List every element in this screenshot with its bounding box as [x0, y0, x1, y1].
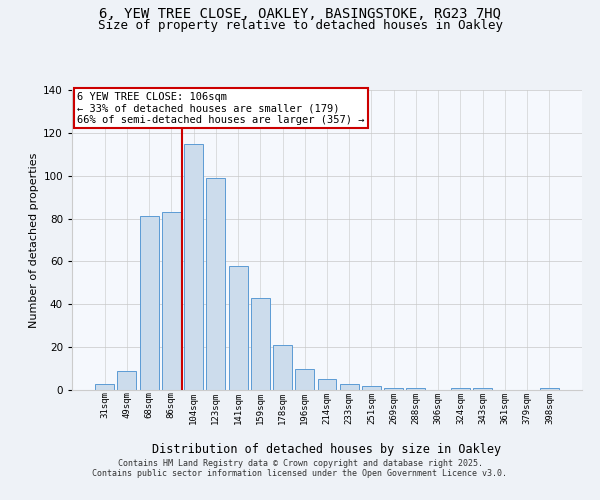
Bar	[317, 380, 337, 390]
Bar	[540, 388, 559, 390]
Bar	[362, 386, 381, 390]
Text: Size of property relative to detached houses in Oakley: Size of property relative to detached ho…	[97, 19, 503, 32]
Bar	[184, 144, 203, 390]
Text: Distribution of detached houses by size in Oakley: Distribution of detached houses by size …	[152, 442, 502, 456]
Bar	[273, 345, 292, 390]
Text: Contains public sector information licensed under the Open Government Licence v3: Contains public sector information licen…	[92, 468, 508, 477]
Bar	[473, 388, 492, 390]
Text: Contains HM Land Registry data © Crown copyright and database right 2025.: Contains HM Land Registry data © Crown c…	[118, 458, 482, 468]
Bar	[340, 384, 359, 390]
Bar	[251, 298, 270, 390]
Bar	[162, 212, 181, 390]
Bar	[229, 266, 248, 390]
Bar	[295, 368, 314, 390]
Bar	[95, 384, 114, 390]
Bar	[118, 370, 136, 390]
Text: 6, YEW TREE CLOSE, OAKLEY, BASINGSTOKE, RG23 7HQ: 6, YEW TREE CLOSE, OAKLEY, BASINGSTOKE, …	[99, 8, 501, 22]
Bar	[406, 388, 425, 390]
Text: 6 YEW TREE CLOSE: 106sqm
← 33% of detached houses are smaller (179)
66% of semi-: 6 YEW TREE CLOSE: 106sqm ← 33% of detach…	[77, 92, 365, 124]
Bar	[140, 216, 158, 390]
Bar	[206, 178, 225, 390]
Bar	[451, 388, 470, 390]
Bar	[384, 388, 403, 390]
Y-axis label: Number of detached properties: Number of detached properties	[29, 152, 39, 328]
